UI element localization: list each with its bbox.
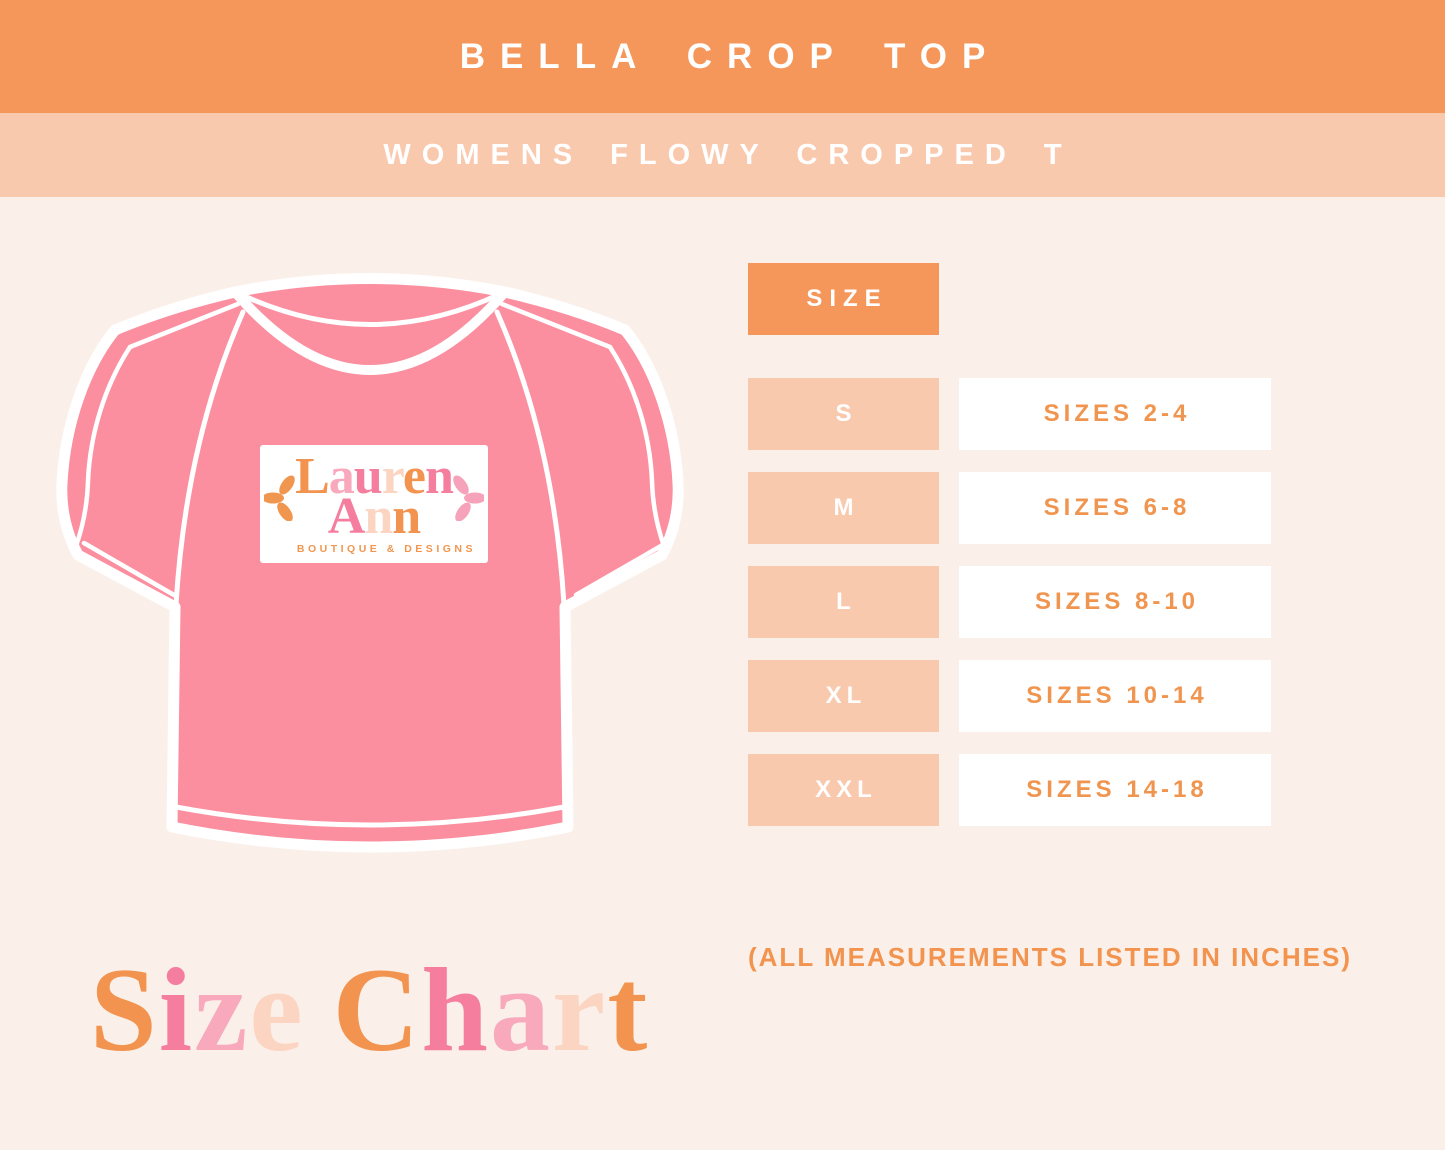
- logo-letter: e: [402, 448, 426, 505]
- heading-letter: i: [158, 943, 195, 1076]
- product-subtitle-banner: WOMENS FLOWY CROPPED T: [0, 113, 1445, 197]
- size-table-header: SIZE: [748, 263, 939, 335]
- size-label-l: L: [748, 566, 939, 638]
- product-title-banner: BELLA CROP TOP: [0, 0, 1445, 113]
- logo-letter: n: [364, 488, 393, 545]
- brand-name-lauren: Lauren: [260, 451, 488, 503]
- brand-tagline: BOUTIQUE & DESIGNS: [296, 543, 476, 555]
- product-title: BELLA CROP TOP: [459, 36, 1001, 76]
- size-value-xxl: SIZES 14-18: [959, 754, 1271, 826]
- brand-label: Lauren Ann BOUTIQUE & DESIGNS: [260, 445, 488, 563]
- logo-letter: a: [328, 448, 355, 505]
- logo-letter: r: [381, 448, 404, 505]
- measurements-note: (ALL MEASUREMENTS LISTED IN INCHES): [748, 942, 1352, 972]
- brand-name-ann: Ann: [260, 491, 488, 543]
- flower-petals-left-icon: [264, 475, 295, 521]
- size-label-s: S: [748, 378, 939, 450]
- heading-letter: z: [194, 943, 250, 1076]
- size-value-s: SIZES 2-4: [959, 378, 1271, 450]
- product-subtitle: WOMENS FLOWY CROPPED T: [383, 138, 1073, 171]
- logo-letter: u: [353, 448, 383, 505]
- heading-word-size: Size: [90, 943, 305, 1076]
- heading-letter: C: [332, 943, 422, 1076]
- logo-letter: n: [424, 448, 454, 505]
- heading-word-chart: Chart: [333, 943, 650, 1076]
- size-chart-heading: Size Chart: [90, 950, 649, 1070]
- size-label-m: M: [748, 472, 939, 544]
- flower-petals-right-icon: [453, 475, 484, 521]
- size-label-xl: XL: [748, 660, 939, 732]
- logo-letter: n: [392, 488, 421, 545]
- size-label-xxl: XXL: [748, 754, 939, 826]
- size-value-m: SIZES 6-8: [959, 472, 1271, 544]
- size-value-xl: SIZES 10-14: [959, 660, 1271, 732]
- logo-letter: A: [327, 488, 366, 545]
- logo-letter: L: [295, 448, 330, 505]
- heading-letter: h: [421, 943, 491, 1076]
- heading-letter: t: [607, 943, 650, 1076]
- heading-letter: S: [90, 943, 159, 1076]
- heading-letter: r: [552, 943, 608, 1076]
- heading-letter: a: [490, 943, 553, 1076]
- size-value-l: SIZES 8-10: [959, 566, 1271, 638]
- heading-letter: e: [249, 943, 305, 1076]
